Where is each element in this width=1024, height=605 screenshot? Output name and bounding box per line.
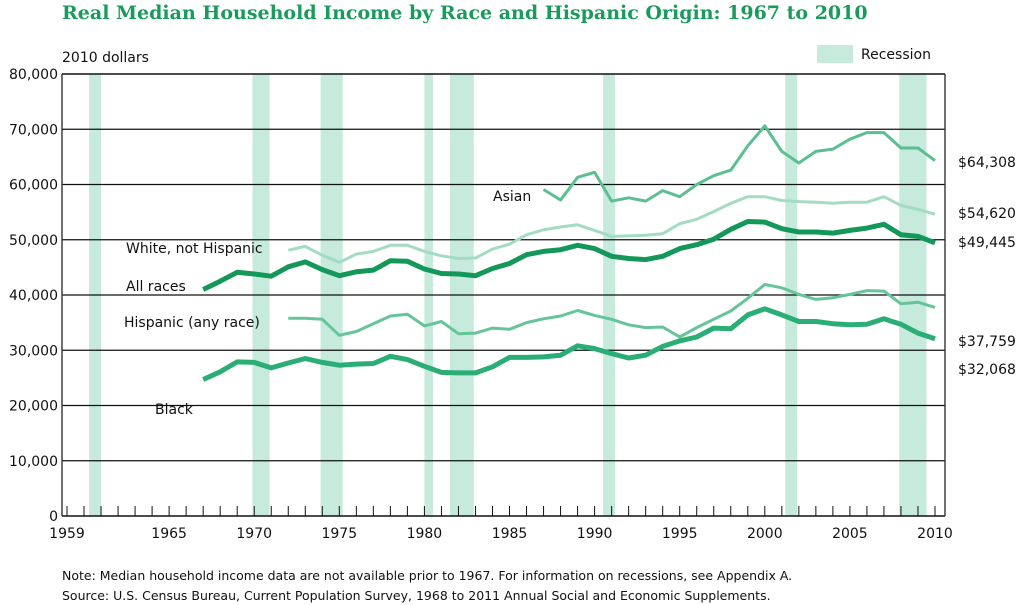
series-label-black: Black	[155, 402, 194, 418]
legend-recession-swatch	[817, 45, 853, 63]
series-label-all-races: All races	[126, 279, 186, 295]
y-tick-label: 40,000	[9, 288, 58, 304]
x-tick-label: 1970	[236, 526, 272, 542]
y-tick-label: 10,000	[9, 454, 58, 470]
end-value-black: $32,068	[958, 362, 1016, 378]
y-tick-label: 30,000	[9, 343, 58, 359]
x-tick-label: 1965	[151, 526, 187, 542]
series-line-black	[202, 306, 936, 382]
series-line-asian	[542, 124, 936, 203]
x-tick-label: 2010	[917, 526, 953, 542]
y-tick-label: 50,000	[9, 233, 58, 249]
note-text: Note: Median household income data are n…	[62, 568, 792, 583]
y-tick-label: 60,000	[9, 178, 58, 194]
source-text: Source: U.S. Census Bureau, Current Popu…	[62, 588, 771, 603]
series-label-asian: Asian	[493, 189, 531, 205]
y-tick-label: 80,000	[9, 67, 58, 83]
x-tick-label: 1980	[407, 526, 443, 542]
end-value-all-races: $49,445	[958, 235, 1016, 251]
x-tick-label: 1985	[492, 526, 528, 542]
series-line-hispanic	[288, 283, 936, 339]
x-tick-label: 1990	[577, 526, 613, 542]
y-axis-label: 2010 dollars	[62, 50, 149, 66]
x-tick-label: 2005	[832, 526, 868, 542]
y-tick-label: 0	[49, 509, 58, 525]
legend-recession-label: Recession	[861, 47, 931, 63]
x-tick-label: 2000	[747, 526, 783, 542]
series-label-white: White, not Hispanic	[126, 241, 263, 257]
end-value-white: $54,620	[958, 206, 1016, 222]
x-tick-label: 1995	[662, 526, 698, 542]
x-tick-label: 1975	[321, 526, 357, 542]
chart-title: Real Median Household Income by Race and…	[62, 2, 868, 24]
x-tick-label: 1959	[49, 526, 85, 542]
series-line-white	[287, 195, 936, 264]
end-value-hispanic: $37,759	[958, 334, 1016, 350]
y-tick-label: 70,000	[9, 122, 58, 138]
series-label-hispanic: Hispanic (any race)	[124, 315, 260, 331]
end-value-asian: $64,308	[958, 155, 1016, 171]
y-tick-label: 20,000	[9, 399, 58, 415]
series-line-all-races	[202, 219, 936, 292]
